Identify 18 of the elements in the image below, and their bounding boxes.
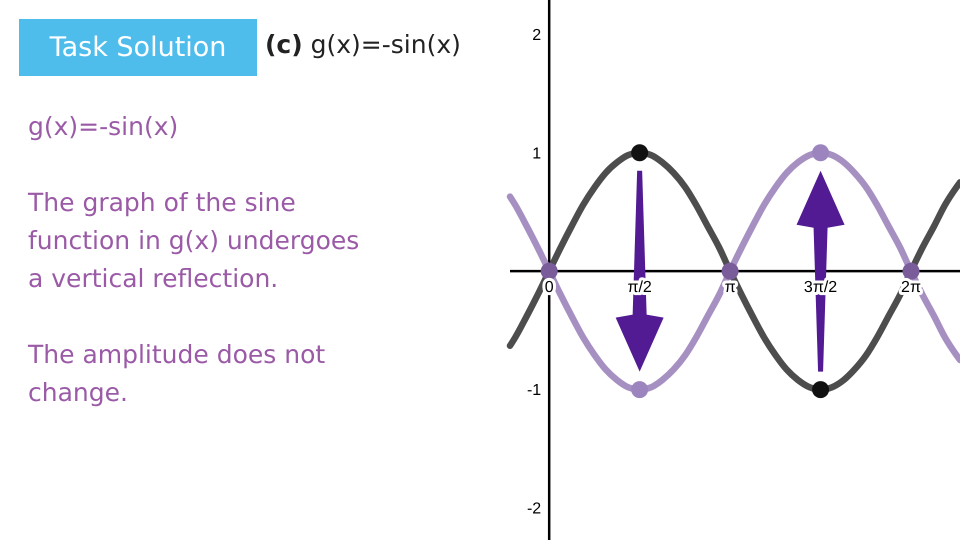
x-tick-label: 2π	[901, 279, 921, 296]
y-tick-label: 2	[532, 26, 542, 44]
text: Task Solution	[19, 19, 257, 76]
y-tick-label: -1	[526, 382, 542, 400]
point	[902, 262, 920, 280]
point	[812, 144, 830, 162]
text: The amplitude does not change.	[28, 339, 326, 409]
text: g(x)=-sin(x)	[28, 111, 180, 143]
point	[722, 262, 739, 280]
text: (c) g(x)=-sin(x)	[265, 30, 461, 59]
point	[631, 144, 648, 162]
x-tick-label: π	[724, 279, 736, 296]
text: The graph of the sine function in g(x) undergoes a vertical reflection.	[28, 187, 360, 295]
point	[540, 262, 558, 280]
y-tick-label: -2	[526, 500, 542, 518]
point	[812, 381, 830, 398]
point	[631, 381, 648, 398]
y-tick-label: 1	[532, 145, 542, 162]
